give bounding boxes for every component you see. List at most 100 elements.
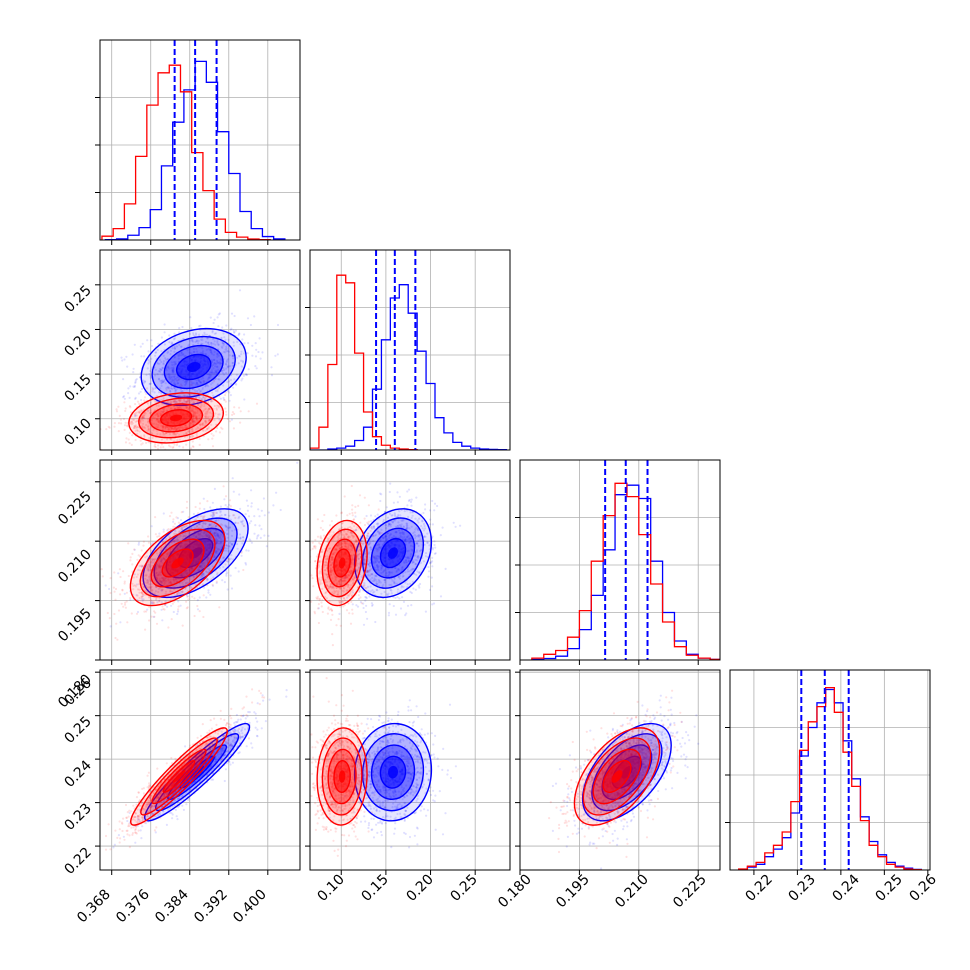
scatter-point xyxy=(159,433,162,436)
scatter-point xyxy=(237,334,240,337)
scatter-point xyxy=(234,521,237,524)
scatter-point xyxy=(202,377,205,380)
scatter-point xyxy=(160,360,163,364)
scatter-point xyxy=(204,413,207,416)
scatter-point xyxy=(211,381,214,384)
scatter-point xyxy=(162,446,165,449)
scatter-point xyxy=(176,591,179,594)
scatter-point xyxy=(431,556,434,560)
scatter-point xyxy=(225,574,228,577)
scatter-point xyxy=(183,525,186,529)
scatter-point xyxy=(199,566,202,569)
scatter-point xyxy=(197,378,200,381)
scatter-point xyxy=(169,390,172,393)
scatter-point xyxy=(208,418,211,421)
scatter-point xyxy=(224,513,227,517)
scatter-point xyxy=(151,386,154,389)
scatter-point xyxy=(136,426,139,429)
scatter-point xyxy=(174,530,177,533)
scatter-point xyxy=(186,581,190,584)
scatter-point xyxy=(182,510,185,513)
scatter-point xyxy=(194,536,197,539)
scatter-point xyxy=(247,549,250,552)
scatter-point xyxy=(246,317,250,320)
scatter-point xyxy=(172,366,175,369)
scatter-point xyxy=(197,342,200,345)
scatter-point xyxy=(184,424,187,427)
scatter-point xyxy=(232,427,235,430)
scatter-point xyxy=(163,558,166,561)
scatter-point xyxy=(113,571,116,574)
scatter-point xyxy=(199,565,202,568)
scatter-point xyxy=(225,525,228,529)
scatter-point xyxy=(171,371,174,374)
scatter-point xyxy=(138,410,141,413)
scatter-point xyxy=(214,525,218,528)
scatter-point xyxy=(219,542,222,545)
scatter-point xyxy=(216,341,219,344)
scatter-point xyxy=(126,621,129,624)
scatter-point xyxy=(185,572,188,576)
scatter-point xyxy=(194,535,197,538)
scatter-point xyxy=(162,425,165,429)
scatter-point xyxy=(159,359,162,362)
scatter-point xyxy=(351,511,354,515)
scatter-point xyxy=(260,528,263,531)
scatter-point xyxy=(193,415,196,418)
scatter-point xyxy=(255,402,259,405)
scatter-point xyxy=(227,358,230,361)
scatter-point xyxy=(358,590,361,594)
scatter-point xyxy=(206,409,209,412)
scatter-point xyxy=(226,505,229,509)
scatter-point xyxy=(351,514,354,517)
scatter-point xyxy=(175,577,178,581)
scatter-point xyxy=(212,434,215,437)
scatter-point xyxy=(179,398,183,401)
scatter-point xyxy=(156,576,159,580)
scatter-point xyxy=(162,530,165,533)
scatter-point xyxy=(222,485,225,488)
scatter-point xyxy=(207,385,210,388)
scatter-point xyxy=(218,378,221,381)
scatter-point xyxy=(224,348,227,351)
scatter-point xyxy=(171,446,174,449)
scatter-point xyxy=(192,575,196,578)
scatter-point xyxy=(162,578,165,582)
scatter-point xyxy=(204,421,207,424)
scatter-point xyxy=(199,533,202,536)
scatter-point xyxy=(146,425,149,428)
scatter-point xyxy=(138,411,141,414)
scatter-point xyxy=(124,421,127,424)
scatter-point xyxy=(192,410,195,414)
scatter-point xyxy=(192,415,195,418)
scatter-point xyxy=(429,518,432,521)
scatter-point xyxy=(146,586,149,589)
scatter-point xyxy=(147,427,150,430)
scatter-point xyxy=(113,425,116,428)
scatter-point xyxy=(184,587,187,591)
scatter-point xyxy=(238,289,242,292)
scatter-point xyxy=(207,376,210,379)
scatter-point xyxy=(204,419,207,423)
scatter-point xyxy=(164,382,167,385)
scatter-point xyxy=(195,415,198,418)
scatter-point xyxy=(197,403,200,406)
scatter-point xyxy=(170,427,173,430)
scatter-point xyxy=(161,588,164,591)
scatter-point xyxy=(214,371,217,374)
scatter-point xyxy=(192,350,195,354)
scatter-point xyxy=(218,536,221,540)
scatter-point xyxy=(228,526,231,529)
scatter-point xyxy=(195,339,198,342)
scatter-point xyxy=(188,332,191,336)
scatter-point xyxy=(199,423,202,426)
scatter-point xyxy=(247,342,250,345)
scatter-point xyxy=(204,385,207,388)
p2-histogram-panel xyxy=(305,249,511,455)
scatter-point xyxy=(148,430,151,433)
scatter-point xyxy=(335,624,338,627)
scatter-point xyxy=(174,390,177,394)
scatter-point xyxy=(180,351,183,354)
scatter-point xyxy=(255,367,258,370)
scatter-point xyxy=(161,379,164,382)
